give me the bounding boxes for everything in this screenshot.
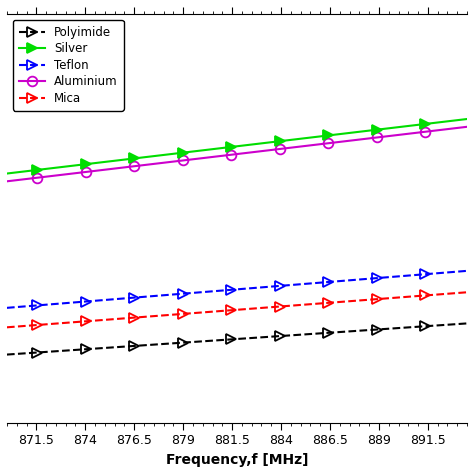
Legend: Polyimide, Silver, Teflon, Aluminium, Mica: Polyimide, Silver, Teflon, Aluminium, Mi… bbox=[13, 20, 124, 111]
X-axis label: Frequency,f [MHz]: Frequency,f [MHz] bbox=[166, 453, 308, 467]
